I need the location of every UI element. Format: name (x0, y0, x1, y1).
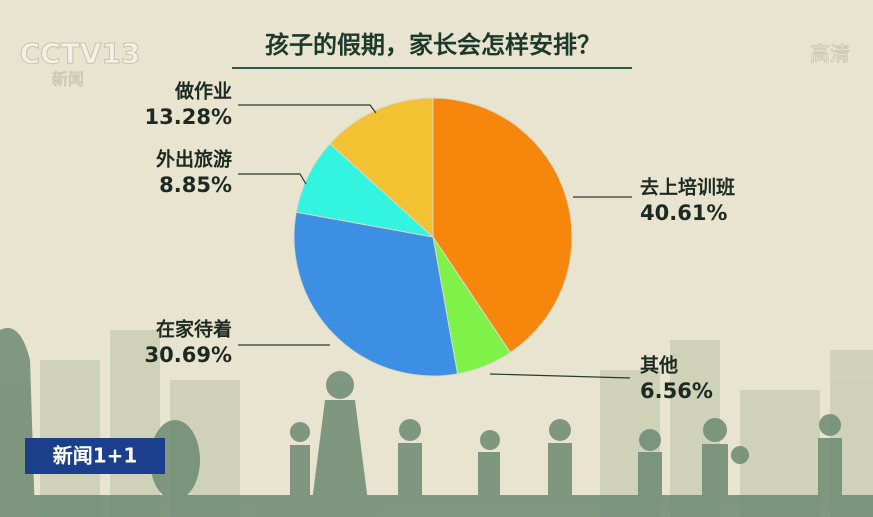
program-badge: 新闻1+1 (53, 444, 138, 468)
leader-line (238, 104, 377, 114)
hd-badge: 高清 (810, 42, 850, 66)
slice-value-label: 8.85% (159, 173, 232, 197)
leader-line (238, 173, 307, 185)
slice-label: 外出旅游 (156, 148, 232, 171)
channel-logo: CCTV13 (20, 37, 141, 70)
slice-value-label: 6.56% (640, 379, 713, 403)
slice-label: 其他 (640, 354, 678, 377)
slice-label: 做作业 (174, 80, 232, 103)
slice-value-label: 30.69% (145, 343, 232, 367)
pie-slice (293, 211, 459, 377)
slice-value-label: 13.28% (145, 105, 232, 129)
slice-label: 在家待着 (156, 318, 232, 341)
program-badge-bg (25, 438, 165, 474)
slice-value-label: 40.61% (640, 201, 727, 225)
chart-title: 孩子的假期，家长会怎样安排？ (265, 31, 601, 59)
leader-line (489, 373, 631, 379)
slice-label: 去上培训班 (640, 176, 735, 199)
channel-sub: 新闻 (52, 70, 84, 89)
pie-slice (329, 97, 434, 239)
